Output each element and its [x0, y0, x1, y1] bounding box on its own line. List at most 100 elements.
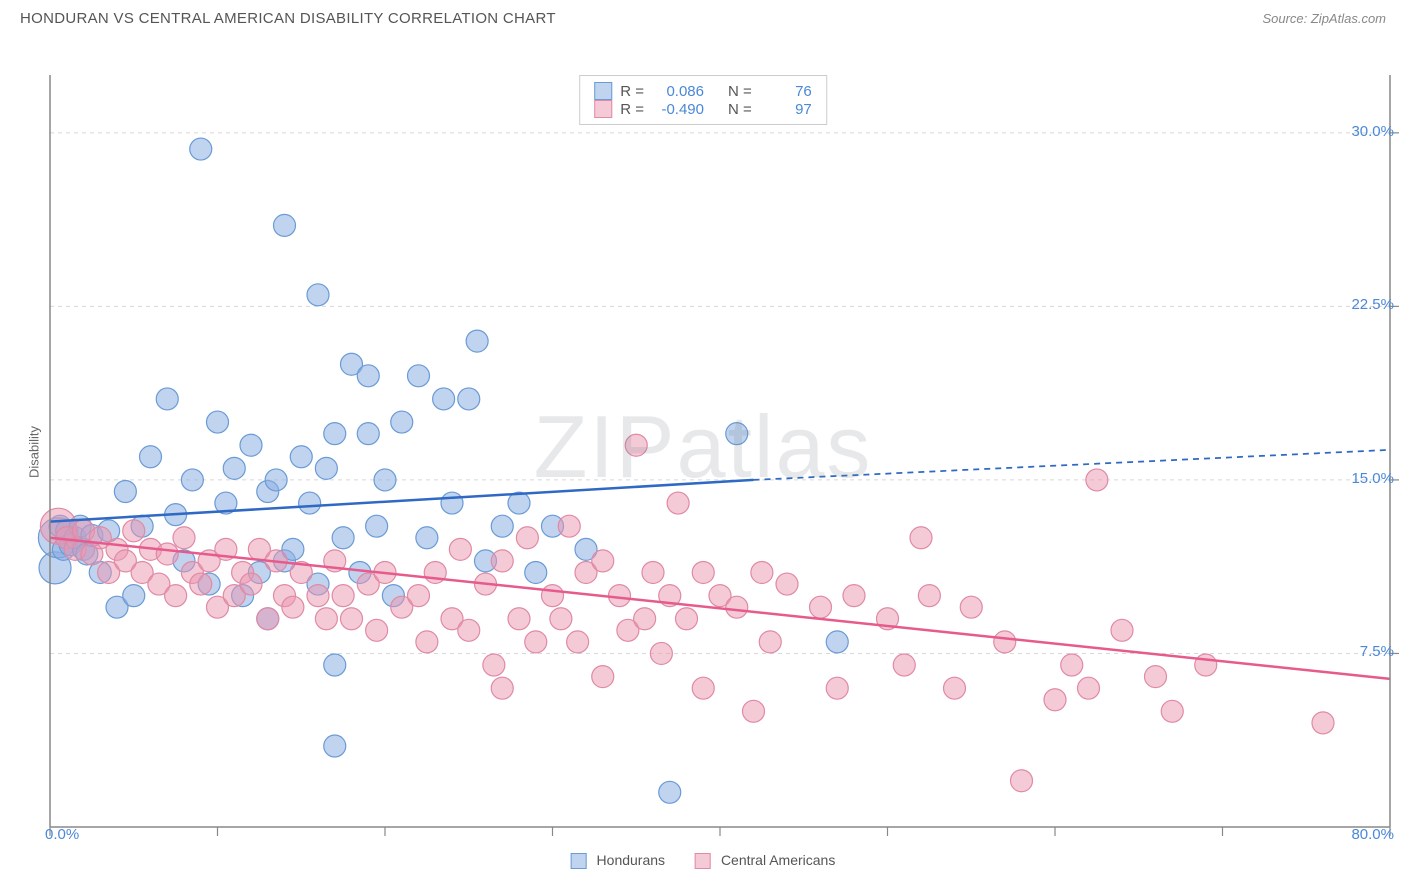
n-label: N = [728, 83, 752, 100]
data-point [1086, 469, 1108, 491]
data-point [1161, 700, 1183, 722]
trend-line-dashed [754, 450, 1391, 480]
data-point [416, 631, 438, 653]
data-point [123, 520, 145, 542]
data-point [341, 608, 363, 630]
data-point [223, 457, 245, 479]
data-point [634, 608, 656, 630]
data-point [1111, 619, 1133, 641]
bottom-legend: Hondurans Central Americans [571, 852, 836, 869]
swatch-hondurans-icon [571, 853, 587, 869]
data-point [1044, 689, 1066, 711]
data-point [918, 585, 940, 607]
data-point [491, 515, 513, 537]
data-point [207, 411, 229, 433]
data-point [525, 631, 547, 653]
data-point [491, 677, 513, 699]
data-point [290, 446, 312, 468]
data-point [1061, 654, 1083, 676]
data-point [650, 642, 672, 664]
n-label: N = [728, 101, 752, 118]
data-point [190, 138, 212, 160]
legend-label-hondurans: Hondurans [597, 852, 666, 868]
data-point [826, 677, 848, 699]
data-point [592, 666, 614, 688]
data-point [114, 480, 136, 502]
data-point [466, 330, 488, 352]
scatter-chart [0, 27, 1406, 877]
data-point [893, 654, 915, 676]
x-max-label: 80.0% [1351, 826, 1394, 843]
data-point [165, 585, 187, 607]
data-point [307, 284, 329, 306]
data-point [315, 608, 337, 630]
source-label: Source: ZipAtlas.com [1262, 11, 1386, 26]
data-point [366, 619, 388, 641]
stats-row-central: R = -0.490 N = 97 [594, 100, 812, 118]
data-point [307, 585, 329, 607]
data-point [542, 585, 564, 607]
legend-item-hondurans: Hondurans [571, 852, 665, 869]
data-point [642, 561, 664, 583]
data-point [265, 469, 287, 491]
data-point [190, 573, 212, 595]
data-point [483, 654, 505, 676]
data-point [416, 527, 438, 549]
data-point [692, 677, 714, 699]
y-tick-label: 7.5% [1360, 643, 1394, 660]
data-point [332, 527, 354, 549]
data-point [374, 469, 396, 491]
data-point [667, 492, 689, 514]
data-point [592, 550, 614, 572]
swatch-central-icon [695, 853, 711, 869]
data-point [332, 585, 354, 607]
chart-title: HONDURAN VS CENTRAL AMERICAN DISABILITY … [20, 10, 556, 27]
legend-label-central: Central Americans [721, 852, 835, 868]
data-point [366, 515, 388, 537]
data-point [123, 585, 145, 607]
y-tick-label: 22.5% [1351, 296, 1394, 313]
data-point [408, 365, 430, 387]
data-point [743, 700, 765, 722]
chart-container: ZIPatlas Disability R = 0.086 N = 76 R =… [0, 27, 1406, 877]
data-point [625, 434, 647, 456]
data-point [357, 423, 379, 445]
data-point [759, 631, 781, 653]
data-point [751, 561, 773, 583]
data-point [324, 423, 346, 445]
data-point [944, 677, 966, 699]
y-tick-label: 15.0% [1351, 470, 1394, 487]
data-point [357, 365, 379, 387]
r-value-central: -0.490 [652, 101, 704, 118]
data-point [324, 735, 346, 757]
legend-item-central: Central Americans [695, 852, 835, 869]
data-point [525, 561, 547, 583]
data-point [491, 550, 513, 572]
stats-row-hondurans: R = 0.086 N = 76 [594, 82, 812, 100]
data-point [1145, 666, 1167, 688]
data-point [508, 608, 530, 630]
data-point [458, 619, 480, 641]
trend-line [50, 538, 1390, 679]
data-point [324, 654, 346, 676]
data-point [558, 515, 580, 537]
data-point [240, 434, 262, 456]
data-point [676, 608, 698, 630]
data-point [726, 596, 748, 618]
data-point [659, 781, 681, 803]
r-label: R = [620, 83, 644, 100]
data-point [1078, 677, 1100, 699]
data-point [1011, 770, 1033, 792]
r-value-hondurans: 0.086 [652, 83, 704, 100]
data-point [516, 527, 538, 549]
data-point [173, 527, 195, 549]
data-point [843, 585, 865, 607]
data-point [408, 585, 430, 607]
data-point [776, 573, 798, 595]
n-value-hondurans: 76 [760, 83, 812, 100]
data-point [458, 388, 480, 410]
data-point [910, 527, 932, 549]
data-point [441, 492, 463, 514]
data-point [994, 631, 1016, 653]
data-point [433, 388, 455, 410]
